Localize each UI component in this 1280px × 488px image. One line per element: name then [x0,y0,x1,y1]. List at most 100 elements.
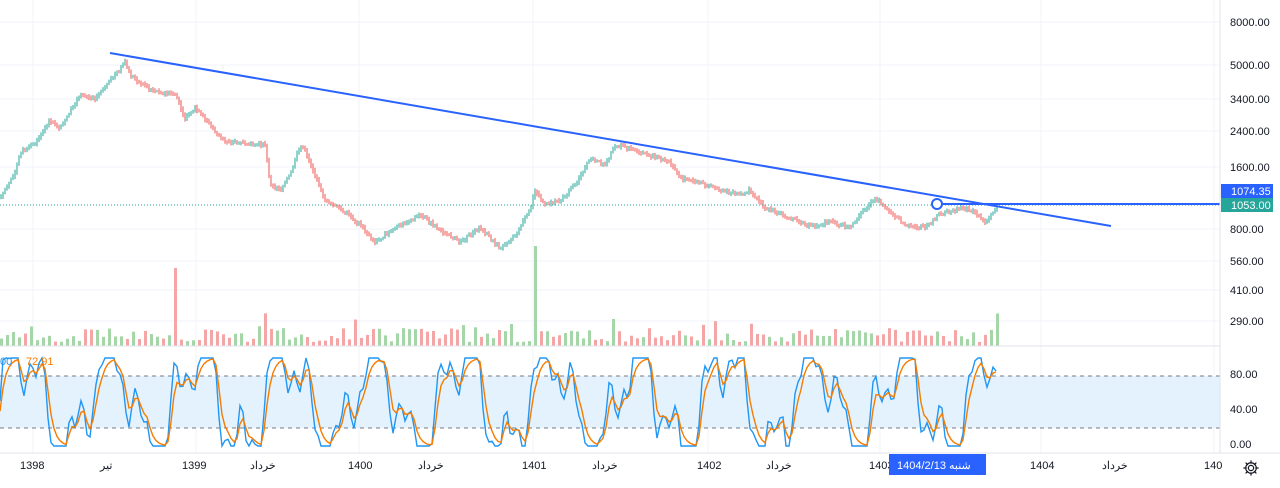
volume-bar [792,333,795,346]
time-label: 1400 [348,460,372,472]
volume-bar [678,330,681,346]
price-candles [0,58,998,251]
price-tick: 800.00 [1230,224,1264,236]
volume-bar [90,329,93,346]
volume-bar [84,329,87,346]
time-label: خرداد [592,460,618,472]
last-price-badge-text: 1074.35 [1231,186,1271,198]
volume-bar [108,328,111,346]
price-tick: 560.00 [1230,256,1264,268]
volume-bar [372,329,375,346]
volume-bar [132,331,135,346]
volume-bar [192,340,195,346]
time-label: خرداد [1102,460,1128,472]
ray-anchor-handle[interactable] [931,198,943,210]
volume-bar [612,318,615,346]
volume-bar [522,341,525,346]
volume-bar [342,328,345,346]
volume-bar [918,330,921,346]
volume-bar [300,334,303,346]
volume-bar [420,328,423,346]
volume-bar [912,330,915,346]
volume-bar [36,340,39,346]
volume-bar [120,336,123,346]
volume-bar [324,340,327,346]
oscillator-d-line [0,358,997,446]
volume-bar [642,337,645,346]
time-label: 1398 [20,460,44,472]
volume-bar [234,333,237,346]
volume-bar [630,335,633,346]
price-tick: 410.00 [1230,285,1264,297]
osc-tick: 40.00 [1230,404,1258,416]
volume-bar [588,330,591,346]
settings-button[interactable] [1238,455,1264,481]
volume-bar [270,329,273,346]
volume-bar [216,331,219,346]
volume-bar [30,326,33,346]
volume-bar [936,331,939,346]
volume-bar [366,334,369,346]
price-axis[interactable]: 8000.00 5000.00 3400.00 2400.00 1600.00 … [1230,17,1270,328]
volume-bar [12,331,15,346]
volume-bar [354,319,357,346]
volume-bar [558,335,561,346]
time-label: خرداد [250,460,276,472]
volume-bar [408,329,411,346]
volume-bar [0,338,3,346]
descending-trendline[interactable] [109,52,1112,227]
volume-bar [834,329,837,346]
volume-bar [864,332,867,346]
volume-bar [984,334,987,346]
time-axis[interactable]: 1398 تیر 1399 خرداد 1400 خرداد 1401 خردا… [20,460,1222,472]
volume-bar [462,325,465,346]
volume-bar [60,341,63,346]
volume-bar [516,341,519,346]
volume-bar [396,333,399,346]
volume-bar [948,341,951,346]
volume-bar [312,341,315,346]
volume-bar [744,341,747,346]
volume-bar [552,336,555,346]
volume-bar [228,337,231,346]
volume-bar [204,329,207,346]
volume-bar [972,332,975,346]
volume-bar [42,337,45,346]
volume-bar [504,331,507,346]
volume-bar [78,340,81,346]
volume-bar [222,334,225,346]
volume-bar [546,331,549,346]
volume-bar [468,341,471,346]
volume-bar [258,326,261,346]
oscillator-axis[interactable]: 80.00 40.00 0.00 [1230,369,1258,451]
volume-bar [624,341,627,346]
volume-bar [156,336,159,346]
volume-bar [804,334,807,346]
volume-bar [582,338,585,346]
volume-bar [996,313,999,346]
volume-bar [978,341,981,346]
volume-bar [162,338,165,346]
price-tick: 3400.00 [1230,94,1270,106]
time-label: 1399 [182,460,206,472]
volume-bar [648,328,651,346]
time-label: تیر [99,460,112,472]
volume-bar [762,334,765,346]
volume-bar [456,329,459,346]
volume-bar [636,338,639,346]
volume-bar [330,335,333,346]
volume-bar [114,336,117,346]
volume-bar [438,338,441,346]
volume-bar [708,339,711,346]
volume-bar [828,335,831,346]
volume-bar [768,336,771,346]
volume-bar [966,338,969,346]
volume-bar [498,330,501,346]
volume-bar [798,330,801,346]
volume-bar [846,330,849,346]
volume-bar [840,337,843,346]
volume-bar [666,340,669,346]
volume-bar [540,331,543,346]
volume-bar [72,336,75,346]
